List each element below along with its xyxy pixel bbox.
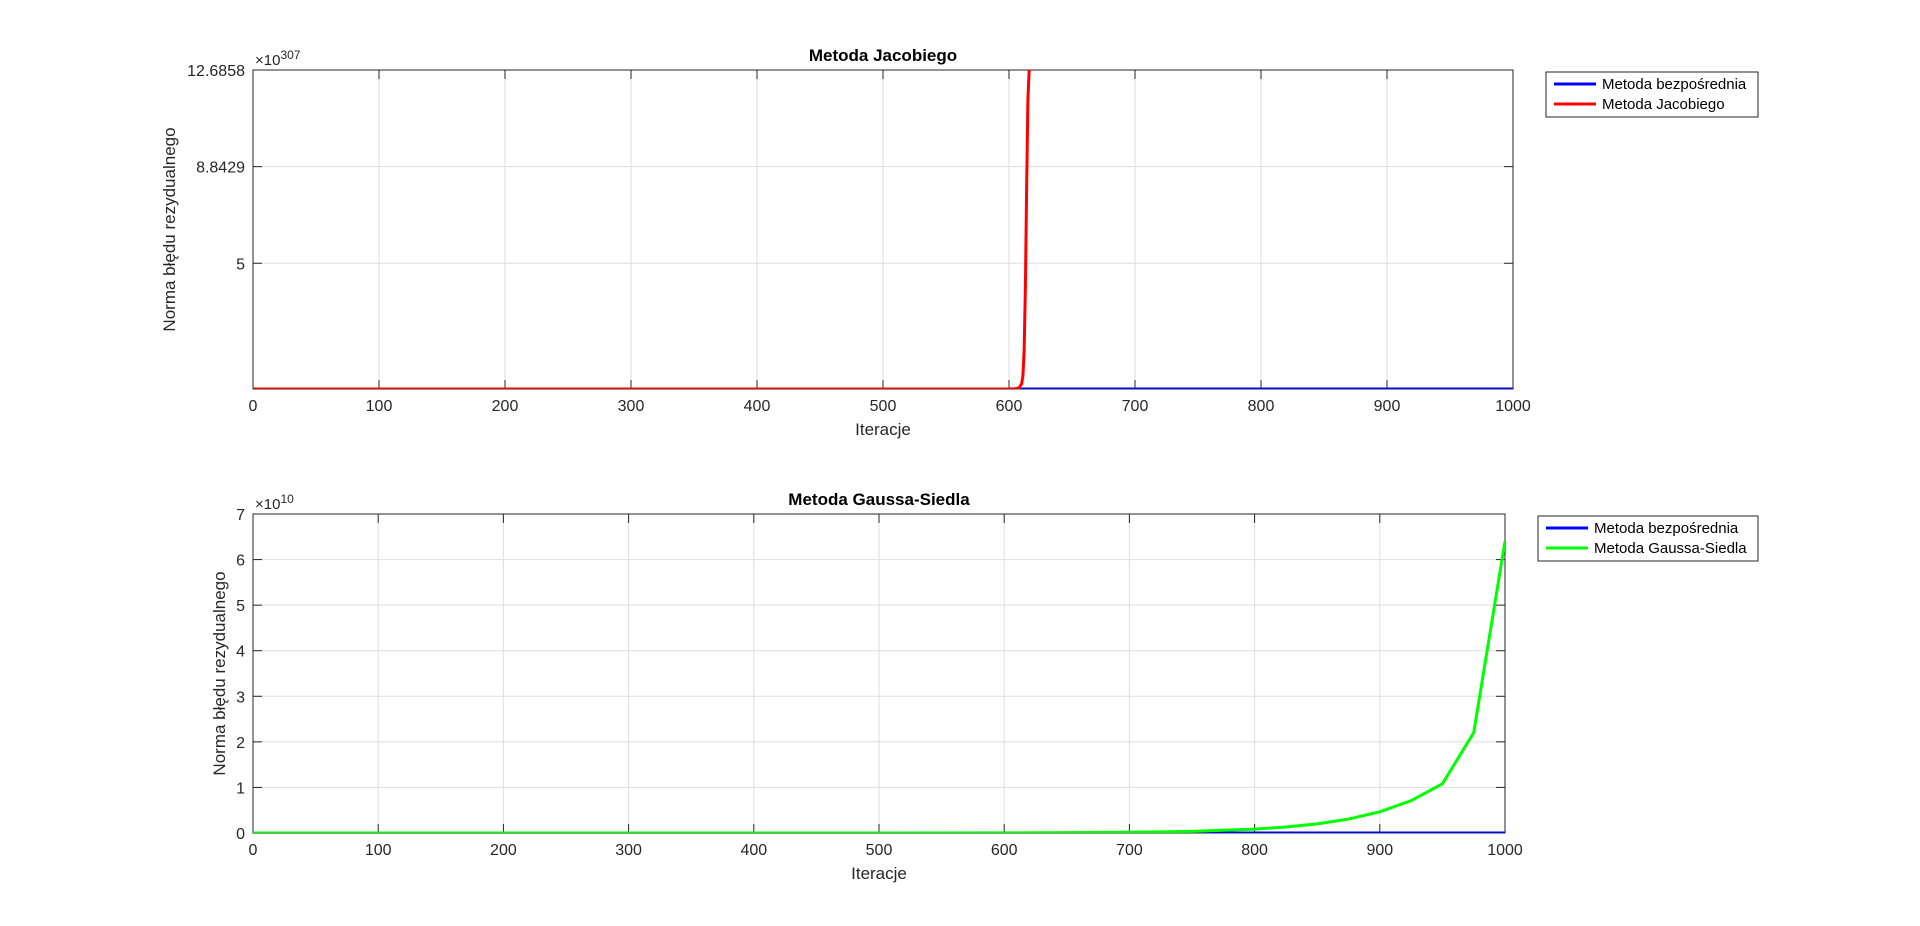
legend: Metoda bezpośrednia Metoda Gaussa-Siedla [1537, 515, 1759, 562]
x-tick-label: 100 [365, 842, 392, 859]
y-exponent-label: ×10307 [255, 48, 301, 69]
legend-entry: Metoda Gaussa-Siedla [1594, 540, 1747, 557]
x-tick-label: 300 [618, 398, 645, 415]
x-tick-label: 1000 [1487, 842, 1523, 859]
x-tick-label: 900 [1374, 398, 1401, 415]
chart-title: Metoda Jacobiego [809, 46, 957, 65]
x-tick-label: 700 [1116, 842, 1143, 859]
legend-entry: Metoda Jacobiego [1602, 96, 1725, 113]
y-axis-label: Norma błędu rezydualnego [210, 571, 229, 775]
x-tick-label: 400 [744, 398, 771, 415]
x-tick-label: 600 [991, 842, 1018, 859]
y-exponent-base: ×10 [255, 52, 280, 69]
legend-box [1545, 71, 1759, 118]
y-tick-label: 1 [236, 780, 245, 797]
legend-entry: Metoda bezpośrednia [1594, 520, 1739, 537]
grid [253, 514, 1505, 833]
y-tick-label: 0 [236, 826, 245, 843]
x-tick-label: 500 [870, 398, 897, 415]
x-tick-label: 0 [249, 398, 258, 415]
x-tick-label: 200 [490, 842, 517, 859]
x-tick-label: 600 [996, 398, 1023, 415]
y-tick-label: 7 [236, 507, 245, 524]
chart-2: 0 100 200 300 400 500 600 700 800 900 1000 0 1 2 3 4 5 6 7… [210, 490, 1759, 883]
x-tick-label: 0 [249, 842, 258, 859]
x-axis-label: Iteracje [851, 864, 907, 883]
x-axis-label: Iteracje [855, 420, 911, 439]
chart-title: Metoda Gaussa-Siedla [788, 490, 970, 509]
x-tick-label: 800 [1248, 398, 1275, 415]
x-tick-label: 400 [740, 842, 767, 859]
legend: Metoda bezpośrednia Metoda Jacobiego [1545, 71, 1759, 118]
y-tick-label: 2 [236, 735, 245, 752]
x-tick-label: 500 [866, 842, 893, 859]
y-exponent-label: ×1010 [255, 492, 294, 513]
x-tick-label: 700 [1122, 398, 1149, 415]
x-tick-label: 900 [1366, 842, 1393, 859]
legend-entry: Metoda bezpośrednia [1602, 76, 1747, 93]
x-tick-label: 100 [366, 398, 393, 415]
x-tick-label: 1000 [1495, 398, 1531, 415]
y-tick-label: 4 [236, 644, 245, 661]
series-line-2 [253, 70, 1031, 389]
series-line-2 [253, 541, 1505, 833]
x-tick-label: 300 [615, 842, 642, 859]
x-tick-label: 200 [492, 398, 519, 415]
y-exponent-power: 307 [280, 48, 300, 62]
chart-1: 0 100 200 300 400 500 600 700 800 900 1000 5 8.8429 1… [160, 46, 1759, 439]
legend-box [1537, 515, 1759, 562]
y-axis-label: Norma błędu rezydualnego [160, 127, 179, 331]
grid [253, 70, 1513, 389]
y-tick-label: 8.8429 [196, 160, 245, 177]
y-exponent-base: ×10 [255, 496, 280, 513]
y-tick-label: 5 [236, 256, 245, 273]
y-tick-label: 12.6858 [187, 63, 245, 80]
y-tick-label: 5 [236, 598, 245, 615]
y-tick-label: 6 [236, 553, 245, 570]
y-exponent-power: 10 [280, 492, 294, 506]
x-tick-label: 800 [1241, 842, 1268, 859]
y-tick-label: 3 [236, 689, 245, 706]
